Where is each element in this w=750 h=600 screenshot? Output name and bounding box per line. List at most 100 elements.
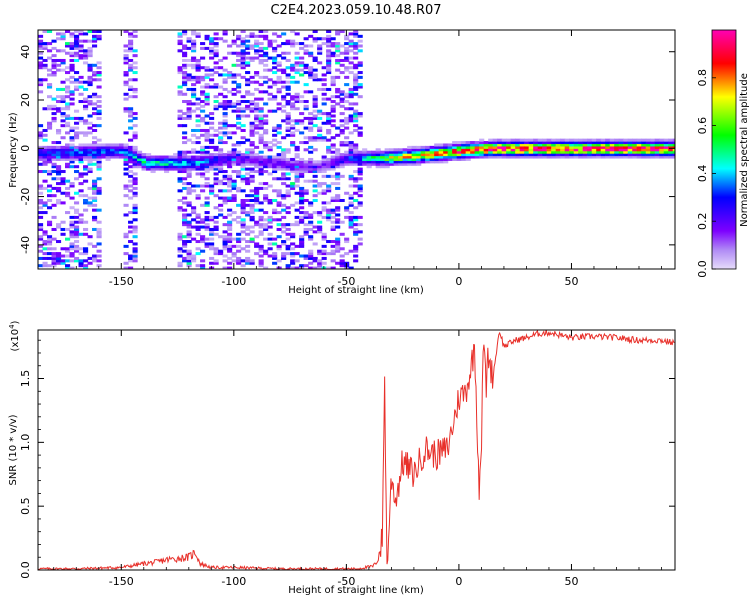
heatmap-cell-566 [96, 71, 102, 75]
heatmap-cell-1812 [281, 56, 287, 60]
heatmap-cell-2305 [335, 54, 341, 58]
heatmap-cell-304 [69, 97, 75, 101]
heatmap-cell-1062 [204, 211, 210, 215]
heatmap-cell-1113 [209, 189, 215, 193]
heatmap-cell-2592 [407, 155, 413, 159]
heatmap-cell-236 [65, 237, 71, 241]
heatmap-cell-312 [69, 58, 75, 62]
heatmap-cell-2872 [569, 150, 575, 154]
heatmap-cell-2097 [312, 58, 318, 62]
heatmap-cell-27 [38, 131, 44, 135]
heatmap-cell-2019 [303, 44, 309, 48]
heatmap-cell-309 [69, 68, 75, 72]
heatmap-cell-871 [182, 75, 188, 79]
heatmap-cell-676 [128, 66, 134, 70]
heatmap-cell-62 [42, 153, 48, 157]
heatmap-cell-1005 [195, 75, 201, 79]
heatmap-cell-355 [74, 80, 80, 84]
heatmap-cell-1836 [285, 160, 291, 164]
heatmap-cell-96 [47, 157, 53, 161]
heatmap-cell-2961 [618, 148, 624, 152]
heatmap-cell-2916 [591, 141, 597, 145]
heatmap-cell-264 [65, 78, 71, 82]
heatmap-cell-1890 [290, 102, 296, 106]
heatmap-cell-1949 [299, 237, 305, 241]
heatmap-cell-1888 [290, 107, 296, 111]
heatmap-cell-39 [38, 44, 44, 48]
heatmap-cell-2164 [321, 121, 327, 125]
heatmap-cell-2759 [506, 153, 512, 157]
heatmap-cell-1250 [222, 119, 228, 123]
heatmap-cell-239 [65, 194, 71, 198]
heatmap-cell-623 [123, 145, 129, 149]
heatmap-cell-1135 [209, 56, 215, 60]
heatmap-cell-1526 [249, 58, 255, 62]
heatmap-cell-999 [195, 114, 201, 118]
heatmap-cell-268 [65, 44, 71, 48]
heatmap-cell-576 [101, 145, 107, 149]
heatmap-cell-1050 [200, 66, 206, 70]
heatmap-cell-2697 [470, 155, 476, 159]
heatmap-cell-975 [195, 247, 201, 251]
heatmap-cell-2534 [371, 157, 377, 161]
heatmap-cell-956 [191, 92, 197, 96]
heatmap-cell-1756 [276, 155, 282, 159]
heatmap-cell-887 [186, 254, 192, 258]
heatmap-cell-1678 [267, 184, 273, 188]
heatmap-cell-1434 [240, 44, 246, 48]
heatmap-cell-2755 [501, 143, 507, 147]
heatmap-cell-1449 [245, 211, 251, 215]
heatmap-cell-2842 [551, 145, 557, 149]
heatmap-cell-2258 [330, 80, 336, 84]
heatmap-cell-2304 [335, 58, 341, 62]
heatmap-cell-2651 [443, 157, 449, 161]
heatmap-cell-1960 [299, 191, 305, 195]
heatmap-cell-275 [69, 247, 75, 251]
heatmap-cell-2921 [596, 148, 602, 152]
heatmap-cell-2772 [510, 141, 516, 145]
heatmap-cell-93 [47, 172, 53, 176]
heatmap-cell-2453 [353, 145, 359, 149]
heatmap-cell-656 [128, 165, 134, 169]
heatmap-cell-1545 [254, 186, 260, 190]
heatmap-cell-2788 [519, 141, 525, 145]
heatmap-cell-1608 [258, 121, 264, 125]
heatmap-cell-2250 [330, 119, 336, 123]
heatmap-cell-950 [191, 141, 197, 145]
heatmap-cell-947 [191, 155, 197, 159]
heatmap-cell-208 [60, 153, 66, 157]
heatmap-cell-1996 [303, 191, 309, 195]
heatmap-cell-172 [56, 165, 62, 169]
heatmap-cell-1231 [222, 201, 228, 205]
heatmap-cell-1942 [294, 32, 300, 36]
heatmap-cell-1925 [294, 145, 300, 149]
heatmap-cell-1787 [281, 196, 287, 200]
heatmap-cell-2570 [393, 157, 399, 161]
heatmap-cell-245 [65, 157, 71, 161]
heatmap-cell-1909 [294, 208, 300, 212]
heatmap-cell-2555 [384, 160, 390, 164]
heatmap-cell-1882 [290, 141, 296, 145]
heatmap-cell-1806 [281, 97, 287, 101]
heatmap-cell-327 [74, 232, 80, 236]
heatmap-cell-2099 [312, 39, 318, 43]
heatmap-cell-2041 [308, 160, 314, 164]
heatmap-cell-2911 [591, 153, 597, 157]
heatmap-cell-3053 [668, 138, 674, 142]
heatmap-cell-195 [60, 254, 66, 258]
heatmap-cell-1440 [245, 259, 251, 263]
heatmap-cell-724 [132, 95, 138, 99]
heatmap-cell-1568 [254, 71, 260, 75]
heatmap-cell-2209 [326, 66, 332, 70]
heatmap-cell-2686 [461, 145, 467, 149]
heatmap-cell-2717 [479, 141, 485, 145]
heatmap-cell-2415 [348, 95, 354, 99]
heatmap-cell-1956 [299, 201, 305, 205]
heatmap-cell-1916 [294, 172, 300, 176]
heatmap-cell-1373 [236, 116, 242, 120]
heatmap-cell-1303 [227, 100, 233, 104]
heatmap-cell-2828 [542, 141, 548, 145]
heatmap-cell-1007 [195, 66, 201, 70]
heatmap-cell-434 [83, 107, 89, 111]
heatmap-cell-991 [195, 157, 201, 161]
